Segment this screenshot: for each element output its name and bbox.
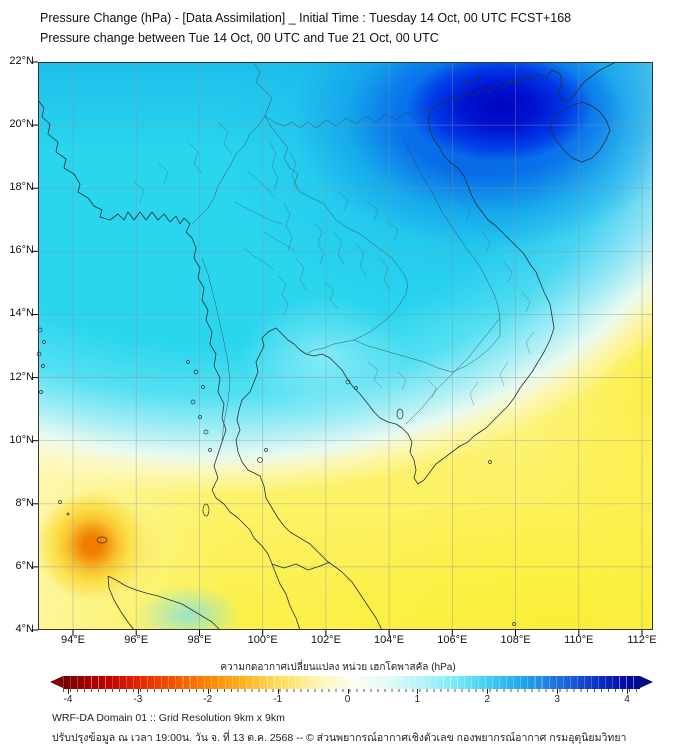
lat-label-8°N: 8°N [15,496,34,509]
lon-label-100°E: 100°E [247,634,278,646]
lon-label-106°E: 106°E [437,634,468,646]
lon-label-104°E: 104°E [374,634,405,646]
colorbar-tick-2: 2 [484,694,491,705]
colorbar-major-tick [277,689,279,694]
colorbar-tick-4: 4 [624,694,630,705]
colorbar-major-tick [207,689,209,694]
colorbar-major-tick [557,689,559,694]
country-borders [191,61,501,441]
colorbar [63,676,640,689]
title-line-2: Pressure change between Tue 14 Oct, 00 U… [40,31,439,45]
colorbar-tick--2: -2 [203,694,213,705]
lat-label-4°N: 4°N [15,622,34,635]
axis-frame [32,61,653,636]
colorbar-tick--1: -1 [273,694,283,705]
lon-label-110°E: 110°E [564,634,594,646]
colorbar-tick-3: 3 [554,694,560,705]
lat-label-18°N: 18°N [9,181,34,194]
footer-update-info: ปรับปรุงข้อมูล ณ เวลา 19:00น. วัน จ. ที่… [52,732,627,744]
colorbar-major-tick [68,689,69,694]
colorbar-tick--3: -3 [133,694,143,705]
lon-label-96°E: 96°E [124,634,149,646]
colorbar-left-arrow [50,676,63,688]
colorbar-major-tick [487,689,489,694]
colorbar-right-arrow [640,676,653,688]
axis-ticks [32,61,643,636]
lon-label-94°E: 94°E [61,634,85,646]
colorbar-label: ความกดอากาศเปลี่ยนแปลง หน่วย เฮกโตพาสคัล… [220,662,456,673]
lon-label-108°E: 108°E [500,634,531,646]
lon-label-98°E: 98°E [187,634,212,646]
lat-label-6°N: 6°N [15,559,34,572]
islands [36,76,516,626]
title-line-1: Pressure Change (hPa) - [Data Assimilati… [40,11,572,25]
lat-label-10°N: 10°N [9,433,34,446]
colorbar-tick-1: 1 [414,694,421,705]
colorbar-tick-0: 0 [344,694,351,705]
lat-label-22°N: 22°N [9,55,34,67]
colorbar-major-tick [417,689,419,694]
footer-domain-info: WRF-DA Domain 01 :: Grid Resolution 9km … [52,712,285,724]
colorbar-major-tick [137,689,139,694]
province-borders [133,121,535,407]
coastlines [37,61,617,631]
chart-title: Pressure Change (hPa) - [Data Assimilati… [40,8,571,48]
graticule [38,62,653,630]
lon-label-112°E: 112°E [627,634,657,646]
colorbar-major-tick [627,689,628,694]
colorbar-minor-ticks [63,689,640,692]
lat-label-14°N: 14°N [9,307,34,320]
colorbar-major-tick [347,689,349,694]
map-plot-area [32,61,653,636]
lat-label-16°N: 16°N [9,244,34,257]
lon-label-102°E: 102°E [310,634,341,646]
lat-label-12°N: 12°N [9,370,34,383]
lat-label-20°N: 20°N [9,118,34,131]
colorbar-tick--4: -4 [63,694,73,705]
map-overlay-svg [32,61,653,636]
